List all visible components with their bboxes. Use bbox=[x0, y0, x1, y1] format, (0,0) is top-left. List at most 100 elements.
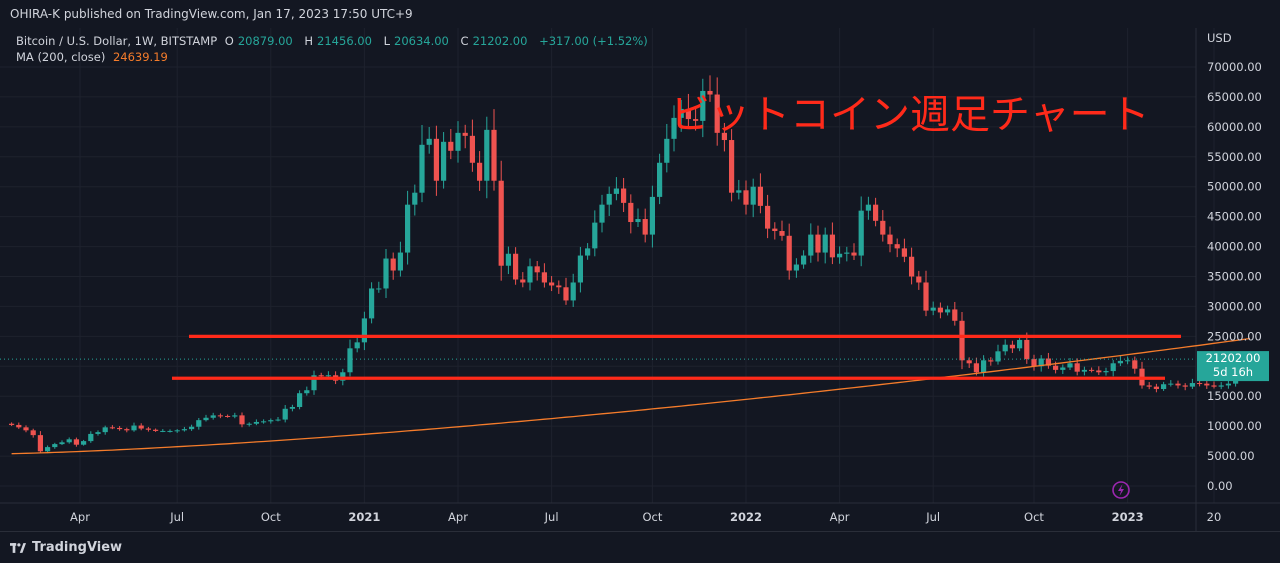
candle-body bbox=[196, 420, 202, 427]
candle-body bbox=[477, 162, 483, 181]
candle-body bbox=[966, 360, 972, 364]
candle-body bbox=[253, 421, 259, 424]
candle-body bbox=[405, 204, 411, 253]
candle-body bbox=[1161, 384, 1167, 390]
candle-body bbox=[1017, 339, 1023, 349]
candle-body bbox=[361, 318, 367, 343]
candle-body bbox=[217, 415, 223, 417]
time-tick-label: Oct bbox=[642, 510, 662, 524]
candle-body bbox=[621, 188, 627, 203]
time-tick-label: Oct bbox=[261, 510, 281, 524]
open-value: 20879.00 bbox=[237, 34, 293, 48]
candle-body bbox=[88, 433, 94, 442]
candle-body bbox=[1189, 383, 1195, 387]
candle-body bbox=[505, 253, 511, 266]
close-value: 21202.00 bbox=[472, 34, 528, 48]
candle-body bbox=[1197, 383, 1203, 385]
candle-body bbox=[124, 429, 130, 431]
price-tick-label: 40000.00 bbox=[1207, 240, 1262, 254]
candle-body bbox=[311, 375, 317, 391]
candle-body bbox=[153, 429, 159, 431]
time-tick-label: Jul bbox=[925, 510, 940, 524]
candle-body bbox=[246, 423, 252, 425]
candle-body bbox=[117, 427, 123, 430]
candle-body bbox=[37, 435, 43, 452]
candle-body bbox=[426, 138, 432, 145]
candle-body bbox=[851, 252, 857, 256]
candle-body bbox=[585, 248, 591, 256]
candle-body bbox=[513, 253, 519, 280]
candle-body bbox=[822, 234, 828, 253]
candle-body bbox=[945, 309, 951, 313]
candle-body bbox=[837, 253, 843, 258]
candle-body bbox=[491, 129, 497, 181]
time-tick-label: 2021 bbox=[348, 510, 380, 524]
candle-body bbox=[599, 204, 605, 223]
candle-body bbox=[275, 419, 281, 421]
candle-body bbox=[786, 235, 792, 271]
candle-body bbox=[549, 282, 555, 286]
candle-body bbox=[304, 390, 310, 394]
candle-body bbox=[1053, 365, 1059, 370]
candle-body bbox=[765, 205, 771, 229]
tradingview-logo[interactable]: TradingView bbox=[10, 540, 122, 555]
candle-body bbox=[714, 94, 720, 133]
candle-body bbox=[729, 140, 735, 193]
low-value: 20634.00 bbox=[394, 34, 449, 48]
candle-body bbox=[340, 372, 346, 381]
candle-body bbox=[1089, 369, 1095, 371]
candle-body bbox=[556, 285, 562, 288]
candle-body bbox=[685, 108, 691, 120]
candle-body bbox=[721, 132, 727, 141]
candle-body bbox=[736, 190, 742, 193]
price-tick-label: 5000.00 bbox=[1207, 449, 1255, 463]
candle-body bbox=[109, 427, 115, 429]
candle-body bbox=[419, 144, 425, 193]
candle-body bbox=[635, 219, 641, 223]
chart-area[interactable]: 0.005000.0010000.0015000.0020000.0025000… bbox=[0, 28, 1280, 531]
chart-legend[interactable]: Bitcoin / U.S. Dollar, 1W, BITSTAMP O 208… bbox=[16, 33, 652, 65]
candle-body bbox=[1031, 359, 1037, 367]
price-tick-label: 60000.00 bbox=[1207, 120, 1262, 134]
publish-header: OHIRA-K published on TradingView.com, Ja… bbox=[0, 0, 1280, 29]
candle-body bbox=[808, 234, 814, 256]
price-tick-label: 15000.00 bbox=[1207, 389, 1262, 403]
candle-body bbox=[30, 430, 36, 436]
candle-body bbox=[772, 228, 778, 232]
low-label: L bbox=[383, 34, 390, 48]
candle-body bbox=[16, 424, 22, 428]
candle-body bbox=[318, 375, 324, 377]
candle-body bbox=[1211, 385, 1217, 387]
candle-body bbox=[289, 406, 295, 409]
currency-label: USD bbox=[1207, 31, 1232, 45]
candlestick-chart[interactable]: 0.005000.0010000.0015000.0020000.0025000… bbox=[0, 28, 1280, 531]
ohlc-row: Bitcoin / U.S. Dollar, 1W, BITSTAMP O 208… bbox=[16, 33, 652, 49]
price-tick-label: 45000.00 bbox=[1207, 210, 1262, 224]
price-tick-label: 50000.00 bbox=[1207, 180, 1262, 194]
candle-body bbox=[1103, 371, 1109, 373]
annotation-text: ビットコイン週足チャート bbox=[670, 92, 1150, 138]
candle-body bbox=[606, 193, 612, 205]
time-tick-label: Jul bbox=[169, 510, 184, 524]
time-tick-label: Apr bbox=[830, 510, 850, 524]
time-tick-label: Apr bbox=[448, 510, 468, 524]
candle-body bbox=[707, 90, 713, 95]
candle-body bbox=[563, 287, 569, 301]
candle-body bbox=[779, 231, 785, 236]
candle-body bbox=[1204, 383, 1210, 386]
ma-value: 24639.19 bbox=[112, 50, 168, 64]
last-price-tag: 21202.00 5d 16h bbox=[1197, 351, 1269, 382]
high-value: 21456.00 bbox=[317, 34, 372, 48]
lightning-icon[interactable] bbox=[1112, 481, 1130, 499]
candle-body bbox=[167, 430, 173, 432]
candle-body bbox=[484, 129, 490, 181]
candle-body bbox=[1081, 369, 1087, 372]
candle-body bbox=[282, 408, 288, 420]
candle-body bbox=[181, 429, 187, 431]
candle-body bbox=[577, 255, 583, 283]
candle-body bbox=[81, 441, 87, 445]
candle-body bbox=[59, 442, 65, 445]
candle-body bbox=[693, 119, 699, 121]
candle-body bbox=[829, 234, 835, 258]
candle-body bbox=[1146, 385, 1152, 387]
